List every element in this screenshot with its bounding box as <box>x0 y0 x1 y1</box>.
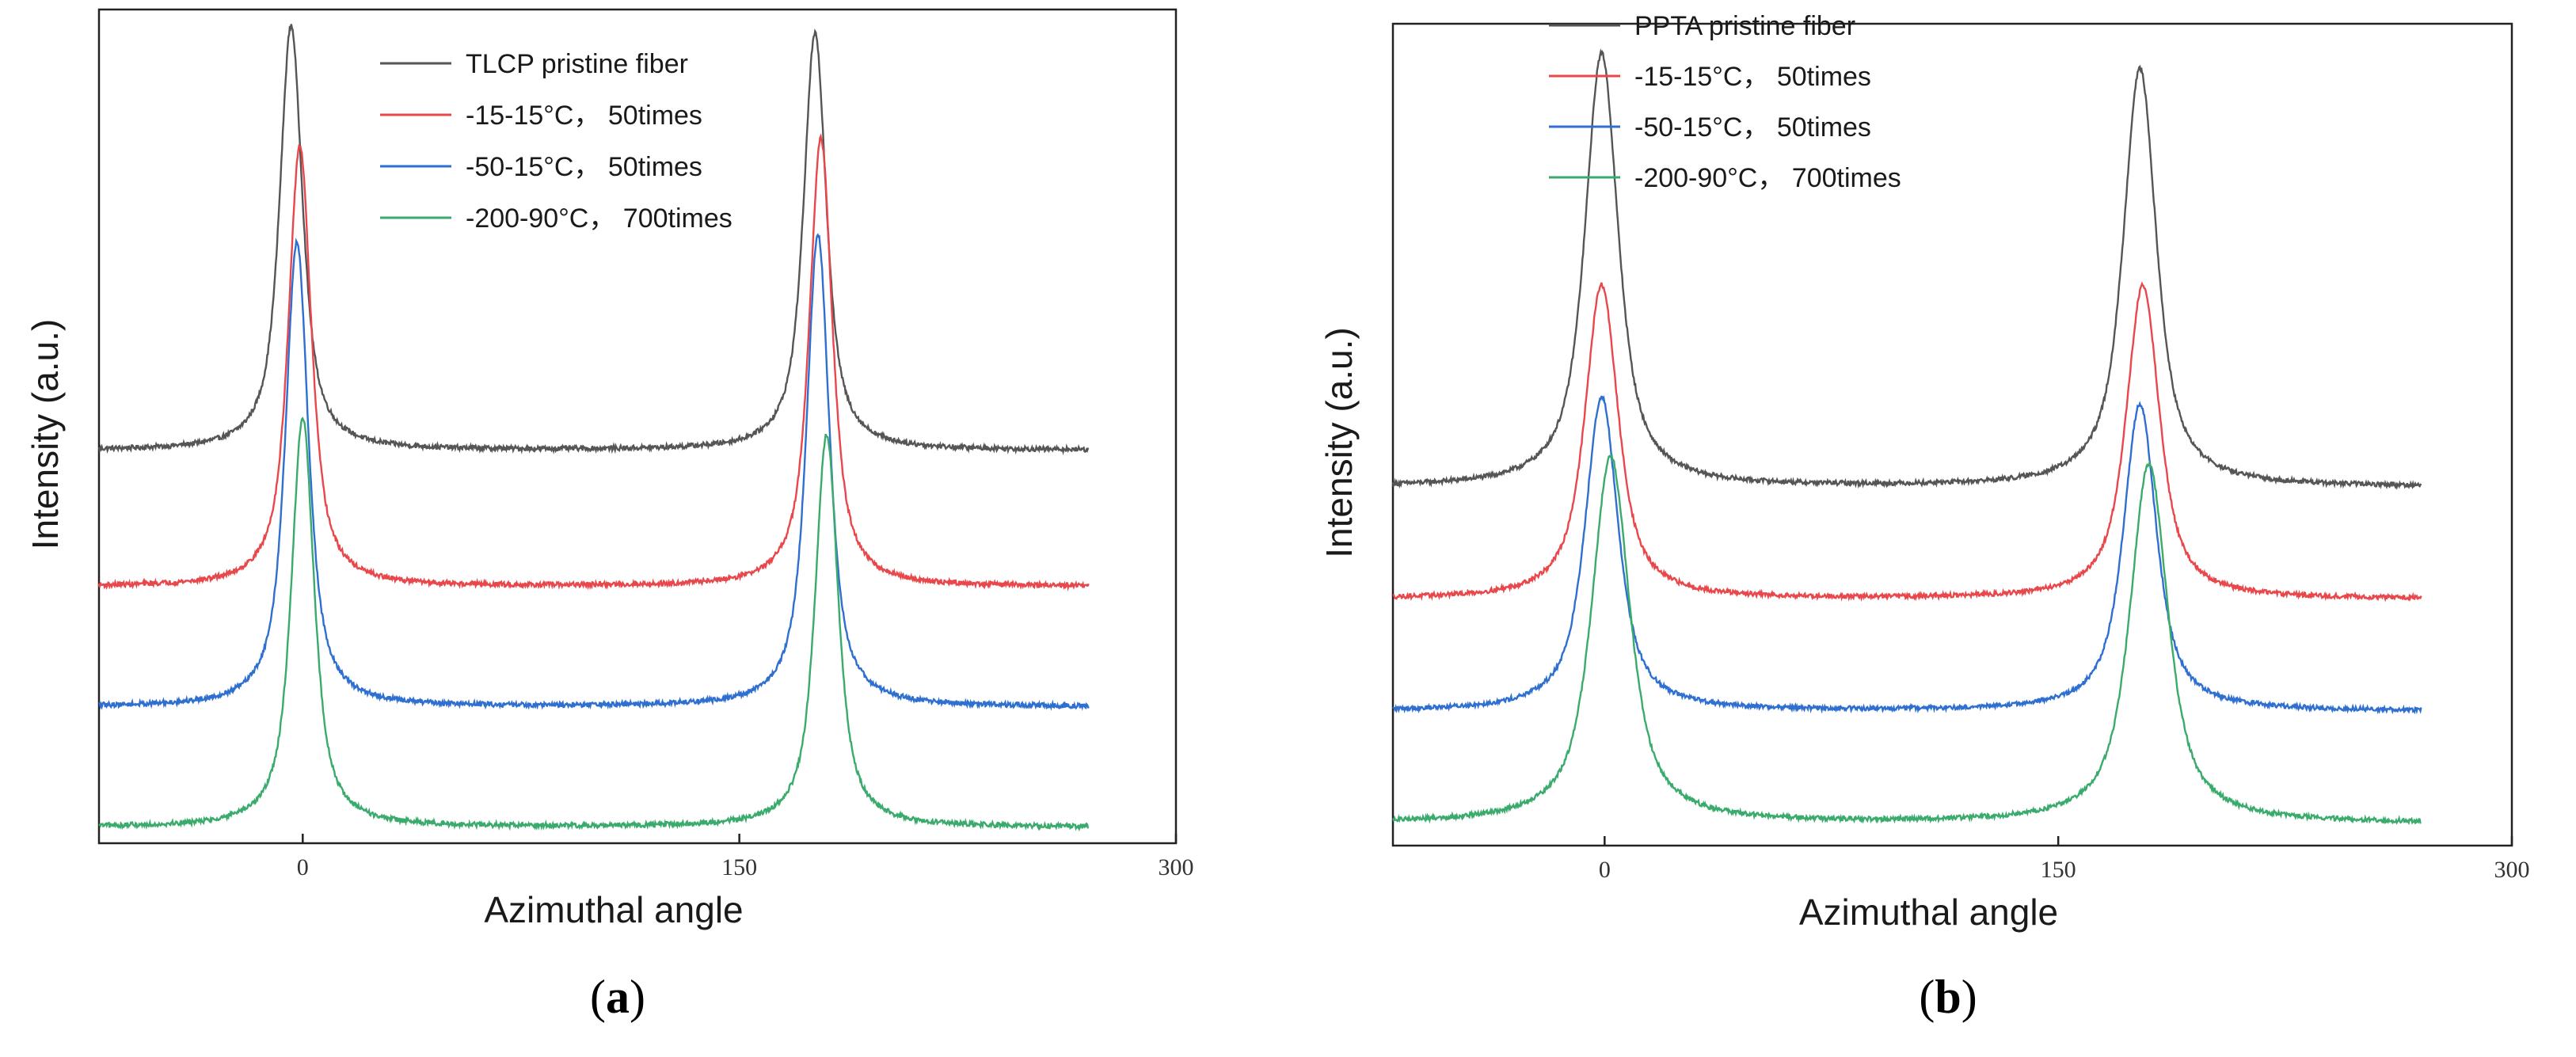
series-line <box>1392 281 2422 603</box>
legend-label: -200-90°C， 700times <box>1634 163 1901 193</box>
legend-label: -15-15°C， 50times <box>466 101 702 131</box>
legend-label: PPTA pristine fiber <box>1634 11 1855 41</box>
chart-panel-b: 0 150 300 Azimuthal angle Intensity (a.u.) PP… <box>1318 11 2530 933</box>
series-line <box>97 24 1090 456</box>
x-tick-label: 150 <box>721 854 757 880</box>
series-line <box>1391 48 2422 490</box>
legend-label: -200-90°C， 700times <box>466 203 732 234</box>
series-line <box>98 416 1090 832</box>
x-tick-label: 150 <box>2041 857 2076 883</box>
y-axis-label: Intensity (a.u.) <box>1318 327 1360 557</box>
x-tick-label: 0 <box>297 854 309 880</box>
panel-caption-b: (b) <box>1919 971 1977 1023</box>
x-tick-label: 300 <box>2494 857 2530 883</box>
x-axis-label: Azimuthal angle <box>484 889 743 930</box>
series-line <box>1391 453 2422 826</box>
series-line <box>1392 395 2422 715</box>
x-tick-label: 0 <box>1599 857 1611 883</box>
y-axis-label: Intensity (a.u.) <box>25 319 66 549</box>
plot-frame <box>97 8 1178 845</box>
series-line <box>98 233 1090 711</box>
panel-caption-a: (a) <box>590 971 645 1023</box>
chart-panel-a: 0 150 300 Azimuthal angle Intensity (a.u.) TL… <box>25 8 1194 930</box>
legend-label: -50-15°C， 50times <box>466 152 702 182</box>
series-line <box>97 133 1090 591</box>
x-tick-label: 300 <box>1159 854 1194 880</box>
plot-frame <box>1391 22 2513 847</box>
x-axis-label: Azimuthal angle <box>1799 892 2058 933</box>
legend-label: -15-15°C， 50times <box>1634 62 1871 92</box>
legend-label: TLCP pristine fiber <box>466 49 688 79</box>
legend-label: -50-15°C， 50times <box>1634 112 1871 143</box>
